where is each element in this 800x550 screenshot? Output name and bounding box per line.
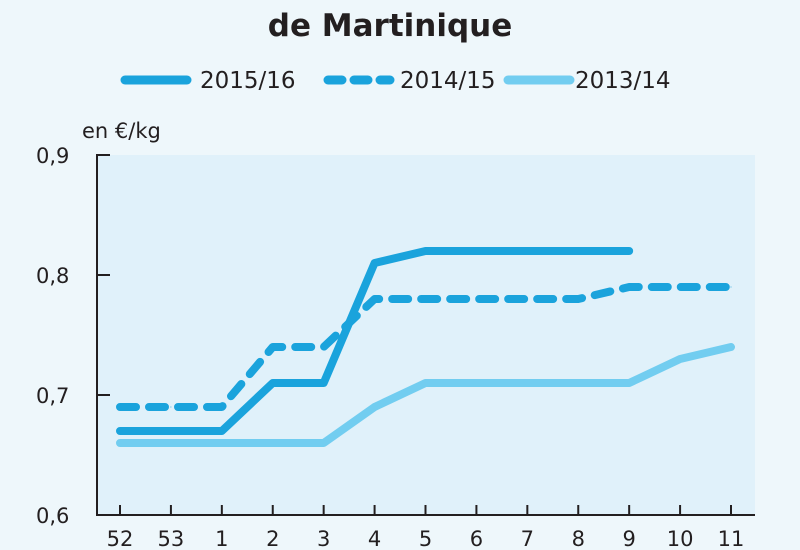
plot-area: [97, 155, 755, 515]
data-point: [119, 442, 121, 444]
series-line-2014-15: [116, 283, 735, 411]
data-point: [730, 346, 732, 348]
axes: 0,6 0,7 0,8 0,9 52 53 1 2 3 4 5 6 7 8 9 10 11: [36, 144, 755, 550]
data-point: [170, 406, 172, 408]
data-point: [628, 382, 630, 384]
data-point: [679, 358, 681, 360]
y-tick-label: 0,6: [36, 504, 69, 528]
series-line-2015-16: [116, 247, 634, 435]
legend-label: 2014/15: [400, 68, 496, 94]
data-point: [475, 382, 477, 384]
x-tick-label: 11: [718, 527, 745, 550]
x-tick-label: 10: [667, 527, 694, 550]
data-point: [577, 382, 579, 384]
y-tick-label: 0,9: [36, 144, 69, 168]
x-tick-label: 8: [572, 527, 585, 550]
legend: 2015/16 2014/15 2013/14: [120, 68, 671, 94]
x-tick-label: 52: [107, 527, 134, 550]
y-tick-label: 0,7: [36, 384, 69, 408]
x-tick-label: 1: [215, 527, 228, 550]
data-point: [170, 442, 172, 444]
y-axis-unit-label: en €/kg: [82, 119, 161, 143]
x-tick-label: 4: [368, 527, 381, 550]
x-tick-label: 9: [622, 527, 635, 550]
legend-label: 2015/16: [200, 68, 296, 94]
y-tick-label: 0,8: [36, 264, 69, 288]
x-tick-label: 7: [521, 527, 534, 550]
data-point: [730, 286, 732, 288]
data-point: [526, 382, 528, 384]
x-tick-label: 3: [317, 527, 330, 550]
x-tick-label: 2: [266, 527, 279, 550]
data-point: [425, 382, 426, 384]
chart-title: de Martinique: [267, 8, 513, 44]
series-group: [116, 247, 735, 447]
x-tick-label: 53: [158, 527, 185, 550]
data-point: [323, 442, 325, 444]
data-point: [272, 442, 274, 444]
x-tick-label: 5: [419, 527, 432, 550]
x-tick-label: 6: [470, 527, 483, 550]
data-point: [374, 406, 376, 408]
legend-label: 2013/14: [575, 68, 671, 94]
data-point: [221, 442, 223, 444]
